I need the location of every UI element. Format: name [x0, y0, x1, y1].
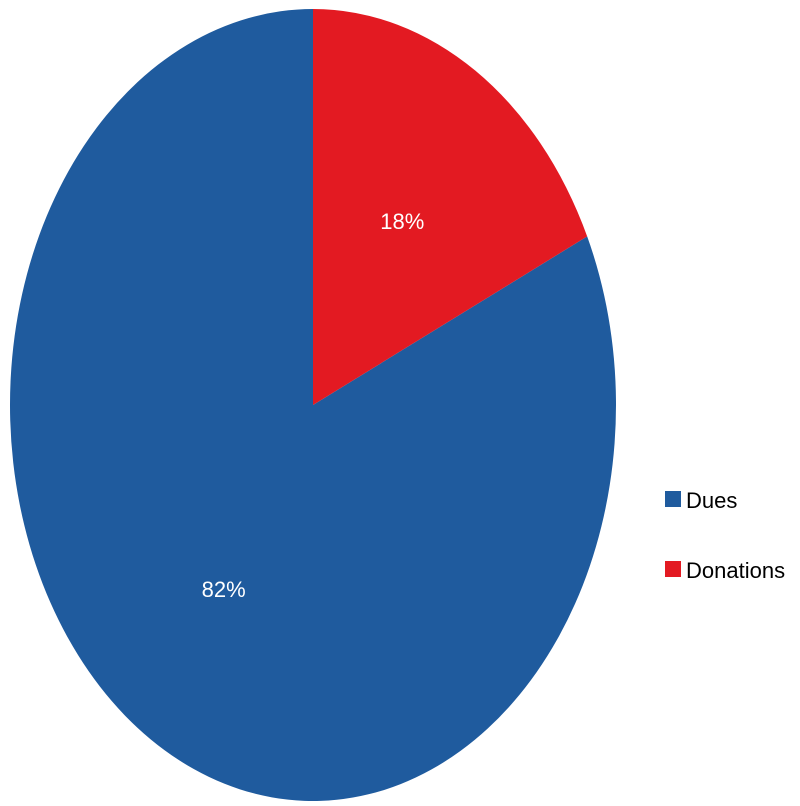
legend-swatch-donations: [665, 561, 681, 577]
pie-slice-dues: [10, 9, 617, 802]
pie-slice-labels: 82% 18%: [202, 209, 425, 602]
legend-label-donations: Donations: [686, 558, 785, 583]
pie-slice-donations: [313, 8, 588, 405]
slice-label-donations: 18%: [380, 209, 424, 234]
legend-swatch-dues: [665, 491, 681, 507]
legend-label-dues: Dues: [686, 488, 737, 513]
slice-label-dues: 82%: [202, 577, 246, 602]
pie-slices: [10, 8, 617, 802]
chart-legend: Dues Donations: [665, 488, 785, 583]
